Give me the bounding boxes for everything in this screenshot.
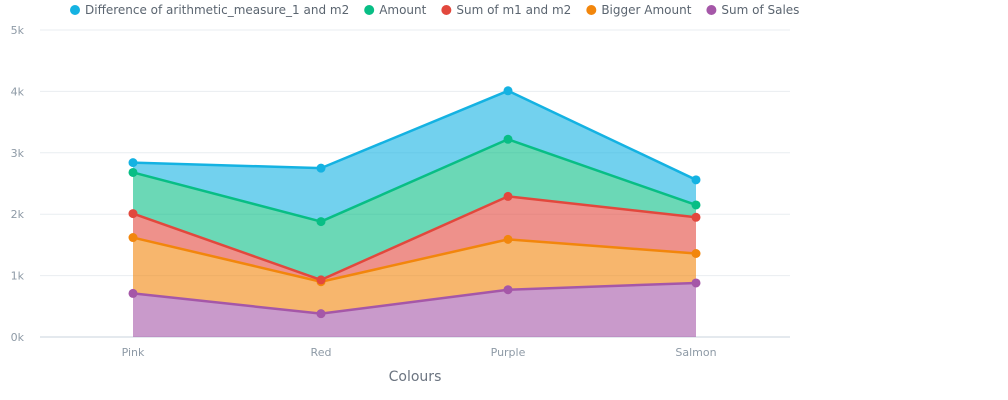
series-points xyxy=(128,86,701,319)
sum-of-m1-and-m2-point[interactable] xyxy=(316,275,326,285)
x-tick-label: Red xyxy=(311,346,332,359)
difference-of-arithmetic-measure-1-and-m2-line xyxy=(132,89,697,181)
amount-line xyxy=(132,138,697,223)
sum-of-m1-and-m2-point[interactable] xyxy=(691,212,701,222)
y-tick-label: 2k xyxy=(11,208,25,221)
bigger-amount-area xyxy=(133,237,696,314)
amount-point[interactable] xyxy=(503,134,513,144)
x-axis-ticks: Pink Red Purple Salmon xyxy=(122,346,717,359)
sum-of-sales-point[interactable] xyxy=(503,285,513,295)
y-tick-label: 4k xyxy=(11,85,25,98)
amount-point[interactable] xyxy=(316,217,326,227)
legend-label: Amount xyxy=(379,3,426,17)
difference-of-arithmetic-measure-1-and-m2-area xyxy=(133,90,696,222)
series-areas xyxy=(133,90,696,337)
difference-of-arithmetic-measure-1-and-m2-point[interactable] xyxy=(128,158,138,168)
bigger-amount-point[interactable] xyxy=(691,248,701,258)
legend-label: Sum of Sales xyxy=(721,3,799,17)
x-tick-label: Purple xyxy=(491,346,526,359)
bigger-amount-point[interactable] xyxy=(128,233,138,243)
legend-marker xyxy=(441,5,452,15)
difference-of-arithmetic-measure-1-and-m2-point[interactable] xyxy=(316,163,326,173)
series-lines xyxy=(132,89,697,315)
x-tick-label: Salmon xyxy=(675,346,716,359)
legend-marker xyxy=(586,5,597,15)
sum-of-m1-and-m2-line xyxy=(132,195,697,282)
legend-label: Bigger Amount xyxy=(601,3,691,17)
legend-item-amount[interactable]: Amount xyxy=(364,3,427,17)
sum-of-m1-and-m2-point[interactable] xyxy=(128,209,138,219)
sum-of-sales-point[interactable] xyxy=(128,288,138,298)
x-tick-label: Pink xyxy=(122,346,145,359)
legend-item-difference-of-arithmetic-measure-1-and-m2[interactable]: Difference of arithmetic_measure_1 and m… xyxy=(70,3,349,17)
legend-label: Sum of m1 and m2 xyxy=(456,3,571,17)
difference-of-arithmetic-measure-1-and-m2-point[interactable] xyxy=(691,175,701,185)
legend-item-sum-of-sales[interactable]: Sum of Sales xyxy=(706,3,799,17)
y-tick-label: 0k xyxy=(11,331,25,344)
legend-marker xyxy=(70,5,80,15)
sum-of-m1-and-m2-point[interactable] xyxy=(503,191,513,201)
legend-marker xyxy=(364,5,375,15)
amount-point[interactable] xyxy=(691,200,701,210)
bigger-amount-line xyxy=(132,236,697,283)
legend-item-bigger-amount[interactable]: Bigger Amount xyxy=(586,3,692,17)
amount-point[interactable] xyxy=(128,167,138,177)
sum-of-sales-line xyxy=(132,281,697,315)
legend: Difference of arithmetic_measure_1 and m… xyxy=(70,3,799,17)
y-tick-label: 3k xyxy=(11,147,25,160)
legend-marker xyxy=(706,5,717,15)
legend-item-sum-of-m1-and-m2[interactable]: Sum of m1 and m2 xyxy=(441,3,571,17)
y-axis-ticks: 0k 1k 2k 3k 4k 5k xyxy=(11,24,25,344)
x-axis-title: Colours xyxy=(389,369,442,385)
y-tick-label: 1k xyxy=(11,270,25,283)
sum-of-sales-point[interactable] xyxy=(316,309,326,319)
amount-area xyxy=(133,139,696,280)
y-tick-label: 5k xyxy=(11,24,25,37)
difference-of-arithmetic-measure-1-and-m2-point[interactable] xyxy=(503,86,513,96)
legend-label: Difference of arithmetic_measure_1 and m… xyxy=(85,3,349,17)
bigger-amount-point[interactable] xyxy=(503,234,513,244)
sum-of-sales-area xyxy=(133,282,696,337)
sum-of-sales-point[interactable] xyxy=(691,278,701,288)
